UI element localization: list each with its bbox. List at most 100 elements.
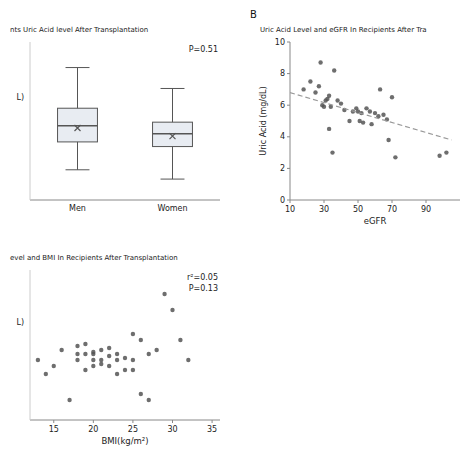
point bbox=[99, 362, 103, 366]
x-tick-label: 25 bbox=[128, 425, 138, 434]
y-axis bbox=[290, 42, 291, 200]
point bbox=[123, 368, 127, 372]
x-axis bbox=[30, 420, 220, 421]
x-tick-label: 70 bbox=[387, 205, 397, 214]
y-tick bbox=[287, 105, 290, 106]
whisker bbox=[172, 147, 173, 180]
cap bbox=[161, 179, 185, 180]
point bbox=[390, 95, 394, 99]
x-tick-label: 35 bbox=[207, 425, 217, 434]
marks bbox=[36, 292, 191, 402]
annotation: P=0.13 bbox=[189, 284, 218, 293]
point bbox=[178, 338, 182, 342]
point bbox=[147, 398, 151, 402]
point bbox=[318, 60, 322, 64]
box bbox=[153, 122, 193, 146]
x-tick bbox=[132, 420, 133, 423]
panel: 10305070900246810Uric Acid Level and eGF… bbox=[250, 9, 460, 226]
point bbox=[75, 352, 79, 356]
y-tick-label: 8 bbox=[280, 69, 285, 78]
point bbox=[162, 292, 166, 296]
title: evel and BMI In Recipients After Transpl… bbox=[10, 254, 178, 262]
point bbox=[131, 368, 135, 372]
point bbox=[139, 338, 143, 342]
x-label: eGFR bbox=[364, 216, 387, 226]
point bbox=[332, 68, 336, 72]
point bbox=[131, 332, 135, 336]
y-axis bbox=[30, 270, 31, 420]
point bbox=[59, 348, 63, 352]
point bbox=[131, 358, 135, 362]
point bbox=[335, 98, 339, 102]
x-tick-label: 30 bbox=[167, 425, 177, 434]
x-tick-label: 90 bbox=[421, 205, 431, 214]
point bbox=[91, 364, 95, 368]
point bbox=[308, 79, 312, 83]
x-tick bbox=[358, 200, 359, 203]
cap bbox=[66, 169, 90, 170]
point bbox=[327, 127, 331, 131]
whisker bbox=[77, 68, 78, 109]
marks bbox=[58, 68, 193, 180]
trend-line bbox=[290, 93, 452, 140]
point bbox=[369, 122, 373, 126]
marks bbox=[290, 60, 452, 159]
point bbox=[107, 354, 111, 358]
point bbox=[75, 344, 79, 348]
point bbox=[322, 105, 326, 109]
point bbox=[107, 346, 111, 350]
x-tick bbox=[212, 420, 213, 423]
point bbox=[52, 364, 56, 368]
panel-label: B bbox=[250, 9, 257, 20]
point bbox=[381, 112, 385, 116]
y-label: L) bbox=[16, 93, 24, 102]
point bbox=[154, 348, 158, 352]
y-tick bbox=[287, 136, 290, 137]
point bbox=[347, 119, 351, 123]
point bbox=[83, 342, 87, 346]
point bbox=[437, 154, 441, 158]
y-tick-label: 4 bbox=[280, 132, 285, 141]
y-tick-label: 0 bbox=[280, 196, 285, 205]
cap bbox=[161, 88, 185, 89]
y-tick bbox=[287, 42, 290, 43]
point bbox=[393, 155, 397, 159]
y-axis bbox=[30, 42, 31, 200]
point bbox=[123, 356, 127, 360]
panel: 15 20 25 30 35 evel and BMI In Recipients Aft… bbox=[10, 254, 220, 446]
point bbox=[317, 84, 321, 88]
point bbox=[330, 150, 334, 154]
x-tick-label: 10 bbox=[285, 205, 295, 214]
point bbox=[67, 398, 71, 402]
point bbox=[107, 364, 111, 368]
panel: MenWomennts Uric Acid level After Transp… bbox=[10, 26, 220, 213]
y-tick bbox=[287, 168, 290, 169]
x-tick bbox=[426, 200, 427, 203]
point bbox=[147, 352, 151, 356]
x-tick bbox=[324, 200, 325, 203]
point bbox=[91, 350, 95, 354]
x-tick-label: 50 bbox=[353, 205, 363, 214]
point bbox=[386, 138, 390, 142]
y-tick-label: 10 bbox=[275, 38, 285, 47]
y-label: Uric Acid (mg/dL) bbox=[259, 86, 268, 155]
x-axis bbox=[30, 200, 220, 201]
point bbox=[44, 372, 48, 376]
box bbox=[58, 108, 98, 142]
x-axis bbox=[290, 200, 460, 201]
point bbox=[115, 358, 119, 362]
point bbox=[373, 111, 377, 115]
cap bbox=[66, 67, 90, 68]
x-tick-label: 15 bbox=[49, 425, 59, 434]
y-tick-label: 6 bbox=[280, 101, 285, 110]
whisker bbox=[77, 142, 78, 170]
y-tick bbox=[287, 200, 290, 201]
x-tick-label: 20 bbox=[88, 425, 98, 434]
point bbox=[115, 352, 119, 356]
median bbox=[58, 125, 98, 127]
title: Uric Acid Level and eGFR In Recipients A… bbox=[260, 26, 427, 34]
y-label: L) bbox=[16, 318, 24, 327]
annotation: r²=0.05 bbox=[187, 273, 218, 282]
x-tick-label: 30 bbox=[319, 205, 329, 214]
x-tick-label: Women bbox=[157, 204, 187, 213]
